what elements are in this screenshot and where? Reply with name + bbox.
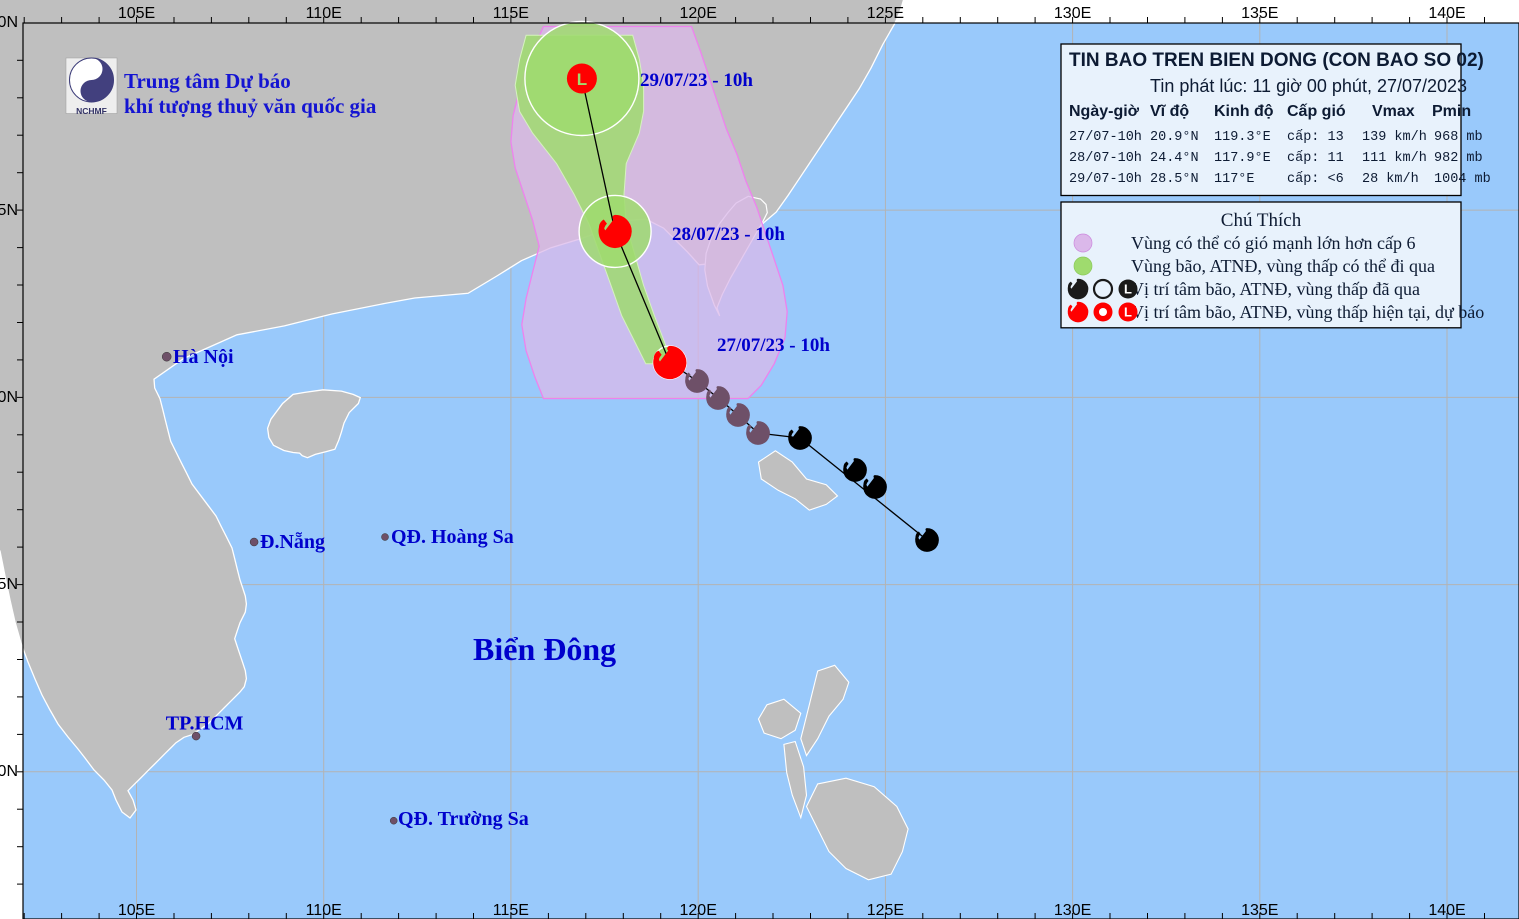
svg-text:Hà Nội: Hà Nội <box>173 346 234 368</box>
svg-text:Vmax: Vmax <box>1372 103 1415 120</box>
svg-text:25N: 25N <box>0 202 18 219</box>
svg-text:982 mb: 982 mb <box>1434 151 1483 166</box>
svg-text:Vị trí tâm bão, ATNĐ, vùng thấ: Vị trí tâm bão, ATNĐ, vùng thấp đã qua <box>1131 279 1420 299</box>
svg-text:Tin phát lúc: 11 giờ 00 phút,: Tin phát lúc: 11 giờ 00 phút, 27/07/2023 <box>1150 76 1467 96</box>
svg-text:Ngày-giờ: Ngày-giờ <box>1069 103 1140 120</box>
svg-text:Kinh độ: Kinh độ <box>1214 103 1274 120</box>
svg-text:28 km/h: 28 km/h <box>1362 172 1419 187</box>
svg-text:cấp: 13: cấp: 13 <box>1287 130 1344 145</box>
svg-text:cấp: 11: cấp: 11 <box>1287 151 1344 166</box>
svg-text:L: L <box>1124 282 1132 297</box>
svg-text:120E: 120E <box>680 902 717 919</box>
svg-text:29/07/23 - 10h: 29/07/23 - 10h <box>640 70 753 91</box>
svg-text:Cấp gió: Cấp gió <box>1287 103 1346 120</box>
svg-text:30N: 30N <box>0 14 18 31</box>
svg-text:Vĩ độ: Vĩ độ <box>1150 103 1189 120</box>
svg-text:27/07/23 - 10h: 27/07/23 - 10h <box>717 335 830 356</box>
svg-text:139 km/h: 139 km/h <box>1362 130 1427 145</box>
svg-text:khí tượng thuỷ văn quốc gia: khí tượng thuỷ văn quốc gia <box>124 94 377 118</box>
svg-text:140E: 140E <box>1428 5 1465 22</box>
svg-text:Vị trí tâm bão, ATNĐ, vùng thấ: Vị trí tâm bão, ATNĐ, vùng thấp hiện tại… <box>1131 302 1484 322</box>
svg-text:115E: 115E <box>493 5 529 22</box>
svg-text:28/07-10h: 28/07-10h <box>1069 151 1142 166</box>
svg-text:Chú Thích: Chú Thích <box>1221 210 1302 231</box>
svg-text:119.3°E: 119.3°E <box>1214 130 1271 145</box>
svg-text:110E: 110E <box>306 5 342 22</box>
svg-text:QĐ. Trường Sa: QĐ. Trường Sa <box>398 808 529 830</box>
svg-text:105E: 105E <box>118 5 155 22</box>
svg-text:20.9°N: 20.9°N <box>1150 130 1199 145</box>
svg-text:L: L <box>577 70 587 89</box>
svg-text:NCHMF: NCHMF <box>76 106 107 116</box>
svg-text:20N: 20N <box>0 389 18 406</box>
svg-text:1004 mb: 1004 mb <box>1434 172 1491 187</box>
svg-text:Vùng bão, ATNĐ, vùng thấp có t: Vùng bão, ATNĐ, vùng thấp có thể đi qua <box>1131 256 1435 276</box>
svg-text:117°E: 117°E <box>1214 172 1255 187</box>
svg-text:130E: 130E <box>1054 5 1091 22</box>
svg-text:Vùng có thể có gió mạnh lớn hơ: Vùng có thể có gió mạnh lớn hơn cấp 6 <box>1131 233 1415 253</box>
svg-text:105E: 105E <box>118 902 155 919</box>
svg-text:125E: 125E <box>867 902 904 919</box>
svg-text:Trung tâm Dự báo: Trung tâm Dự báo <box>124 69 291 93</box>
svg-text:27/07-10h: 27/07-10h <box>1069 130 1142 145</box>
svg-text:968 mb: 968 mb <box>1434 130 1483 145</box>
svg-text:15N: 15N <box>0 576 18 593</box>
svg-text:24.4°N: 24.4°N <box>1150 151 1199 166</box>
svg-text:Biển Đông: Biển Đông <box>473 631 616 667</box>
svg-text:117.9°E: 117.9°E <box>1214 151 1271 166</box>
svg-text:QĐ. Hoàng Sa: QĐ. Hoàng Sa <box>391 526 514 548</box>
svg-text:TP.HCM: TP.HCM <box>166 713 244 735</box>
svg-text:cấp: <6: cấp: <6 <box>1287 172 1344 187</box>
svg-text:28.5°N: 28.5°N <box>1150 172 1199 187</box>
svg-text:29/07-10h: 29/07-10h <box>1069 172 1142 187</box>
svg-text:28/07/23 - 10h: 28/07/23 - 10h <box>672 224 785 245</box>
svg-text:120E: 120E <box>680 5 717 22</box>
svg-text:TIN BAO TREN BIEN DONG (CON BA: TIN BAO TREN BIEN DONG (CON BAO SO 02) <box>1069 50 1484 71</box>
svg-text:135E: 135E <box>1241 5 1278 22</box>
svg-text:135E: 135E <box>1241 902 1278 919</box>
svg-text:110E: 110E <box>306 902 342 919</box>
svg-text:Pmin: Pmin <box>1432 103 1471 120</box>
svg-text:L: L <box>1124 305 1132 320</box>
svg-text:10N: 10N <box>0 763 18 780</box>
svg-text:140E: 140E <box>1428 902 1465 919</box>
svg-text:111 km/h: 111 km/h <box>1362 151 1427 166</box>
svg-text:Đ.Nẵng: Đ.Nẵng <box>260 531 325 553</box>
svg-text:130E: 130E <box>1054 902 1091 919</box>
svg-text:115E: 115E <box>493 902 529 919</box>
svg-text:125E: 125E <box>867 5 904 22</box>
